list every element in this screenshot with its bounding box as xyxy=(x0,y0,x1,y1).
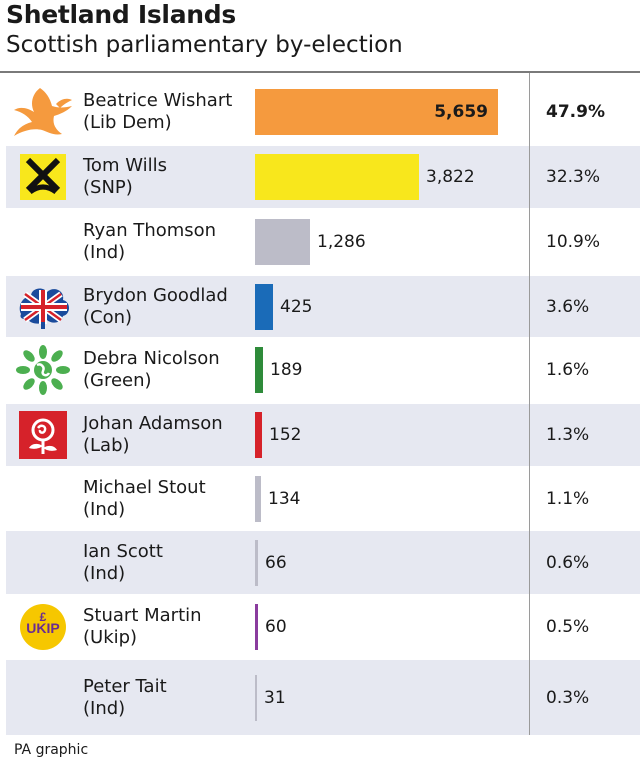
green-globe-icon xyxy=(6,340,80,400)
candidate-name: Johan Adamson xyxy=(83,413,223,434)
source-credit: PA graphic xyxy=(14,742,89,758)
vote-count-label: 5,659 xyxy=(434,102,488,122)
result-row: Ian Scott (Ind) 66 0.6% xyxy=(6,531,640,594)
conservative-tree-icon xyxy=(6,277,80,337)
svg-text:£: £ xyxy=(40,610,47,624)
candidate-name: Tom Wills xyxy=(83,155,167,176)
candidate-label: Johan Adamson (Lab) xyxy=(83,413,223,457)
result-row: Peter Tait (Ind) 31 0.3% xyxy=(6,660,640,735)
vote-count-label: 31 xyxy=(264,688,286,708)
result-row: Johan Adamson (Lab) 152 1.3% xyxy=(6,404,640,466)
result-row: Brydon Goodlad (Con) 425 3.6% xyxy=(6,276,640,337)
vote-bar xyxy=(255,154,419,200)
vote-share-label: 0.6% xyxy=(546,553,590,573)
vote-bar xyxy=(255,219,310,265)
chart-subtitle: Scottish parliamentary by-election xyxy=(6,32,403,58)
candidate-party: (Con) xyxy=(83,307,133,328)
vote-count-label: 3,822 xyxy=(426,167,475,187)
result-row: Michael Stout (Ind) 134 1.1% xyxy=(6,467,640,531)
candidate-name: Ryan Thomson xyxy=(83,220,217,241)
candidate-name: Stuart Martin xyxy=(83,605,202,626)
candidate-party: (Ukip) xyxy=(83,627,138,648)
candidate-party: (Ind) xyxy=(83,499,126,520)
snp-icon xyxy=(6,147,80,207)
candidate-party: (Lab) xyxy=(83,435,130,456)
candidate-party: (Lib Dem) xyxy=(83,112,172,133)
vote-bar xyxy=(255,540,258,586)
candidate-party: (Green) xyxy=(83,370,152,391)
vote-count-label: 425 xyxy=(280,297,313,317)
labour-rose-icon xyxy=(6,405,80,465)
header-rule xyxy=(0,71,640,73)
vote-share-label: 0.3% xyxy=(546,688,590,708)
candidate-label: Stuart Martin (Ukip) xyxy=(83,605,202,649)
ukip-icon: UKIP £ xyxy=(6,597,80,657)
vote-count-label: 134 xyxy=(268,489,301,509)
candidate-party: (SNP) xyxy=(83,177,133,198)
candidate-name: Peter Tait xyxy=(83,676,167,697)
vote-bar xyxy=(255,476,261,522)
candidate-name: Michael Stout xyxy=(83,477,206,498)
candidate-label: Beatrice Wishart (Lib Dem) xyxy=(83,90,232,134)
vote-bar xyxy=(255,412,262,458)
vote-bar xyxy=(255,604,258,650)
candidate-name: Beatrice Wishart xyxy=(83,90,233,111)
candidate-name: Ian Scott xyxy=(83,541,163,562)
vote-count-label: 60 xyxy=(265,617,287,637)
candidate-party: (Ind) xyxy=(83,242,126,263)
vote-share-label: 32.3% xyxy=(546,167,601,187)
result-row: UKIP £ Stuart Martin (Ukip) 60 0.5% xyxy=(6,594,640,659)
vote-bar xyxy=(255,284,273,330)
vote-count-label: 152 xyxy=(269,425,302,445)
result-row: Debra Nicolson (Green) 189 1.6% xyxy=(6,337,640,403)
vote-share-label: 47.9% xyxy=(546,102,605,122)
candidate-label: Tom Wills (SNP) xyxy=(83,155,167,199)
vote-count-label: 189 xyxy=(270,360,303,380)
vote-share-label: 1.3% xyxy=(546,425,590,445)
candidate-party: (Ind) xyxy=(83,563,126,584)
candidate-label: Brydon Goodlad (Con) xyxy=(83,285,228,329)
vote-share-label: 1.6% xyxy=(546,360,590,380)
candidate-label: Ian Scott (Ind) xyxy=(83,541,163,585)
candidate-party: (Ind) xyxy=(83,698,126,719)
lib-dem-bird-icon xyxy=(6,82,80,142)
svg-text:UKIP: UKIP xyxy=(26,620,59,636)
candidate-label: Debra Nicolson (Green) xyxy=(83,348,220,392)
result-row: Tom Wills (SNP) 3,822 32.3% xyxy=(6,146,640,208)
candidate-label: Michael Stout (Ind) xyxy=(83,477,206,521)
vote-share-label: 10.9% xyxy=(546,232,601,252)
vote-share-label: 3.6% xyxy=(546,297,590,317)
candidate-label: Peter Tait (Ind) xyxy=(83,676,167,720)
vote-bar xyxy=(255,347,263,393)
vote-count-label: 1,286 xyxy=(317,232,366,252)
vote-share-label: 1.1% xyxy=(546,489,590,509)
result-row: Ryan Thomson (Ind) 1,286 10.9% xyxy=(6,209,640,275)
vote-bar xyxy=(255,675,257,721)
vote-share-label: 0.5% xyxy=(546,617,590,637)
chart-title: Shetland Islands xyxy=(6,0,236,29)
candidate-label: Ryan Thomson (Ind) xyxy=(83,220,216,264)
result-row: Beatrice Wishart (Lib Dem) 5,659 47.9% xyxy=(6,79,640,145)
candidate-name: Brydon Goodlad xyxy=(83,285,228,306)
candidate-name: Debra Nicolson xyxy=(83,348,220,369)
vote-bar xyxy=(255,89,498,135)
percent-column-divider xyxy=(529,73,530,735)
vote-count-label: 66 xyxy=(265,553,287,573)
